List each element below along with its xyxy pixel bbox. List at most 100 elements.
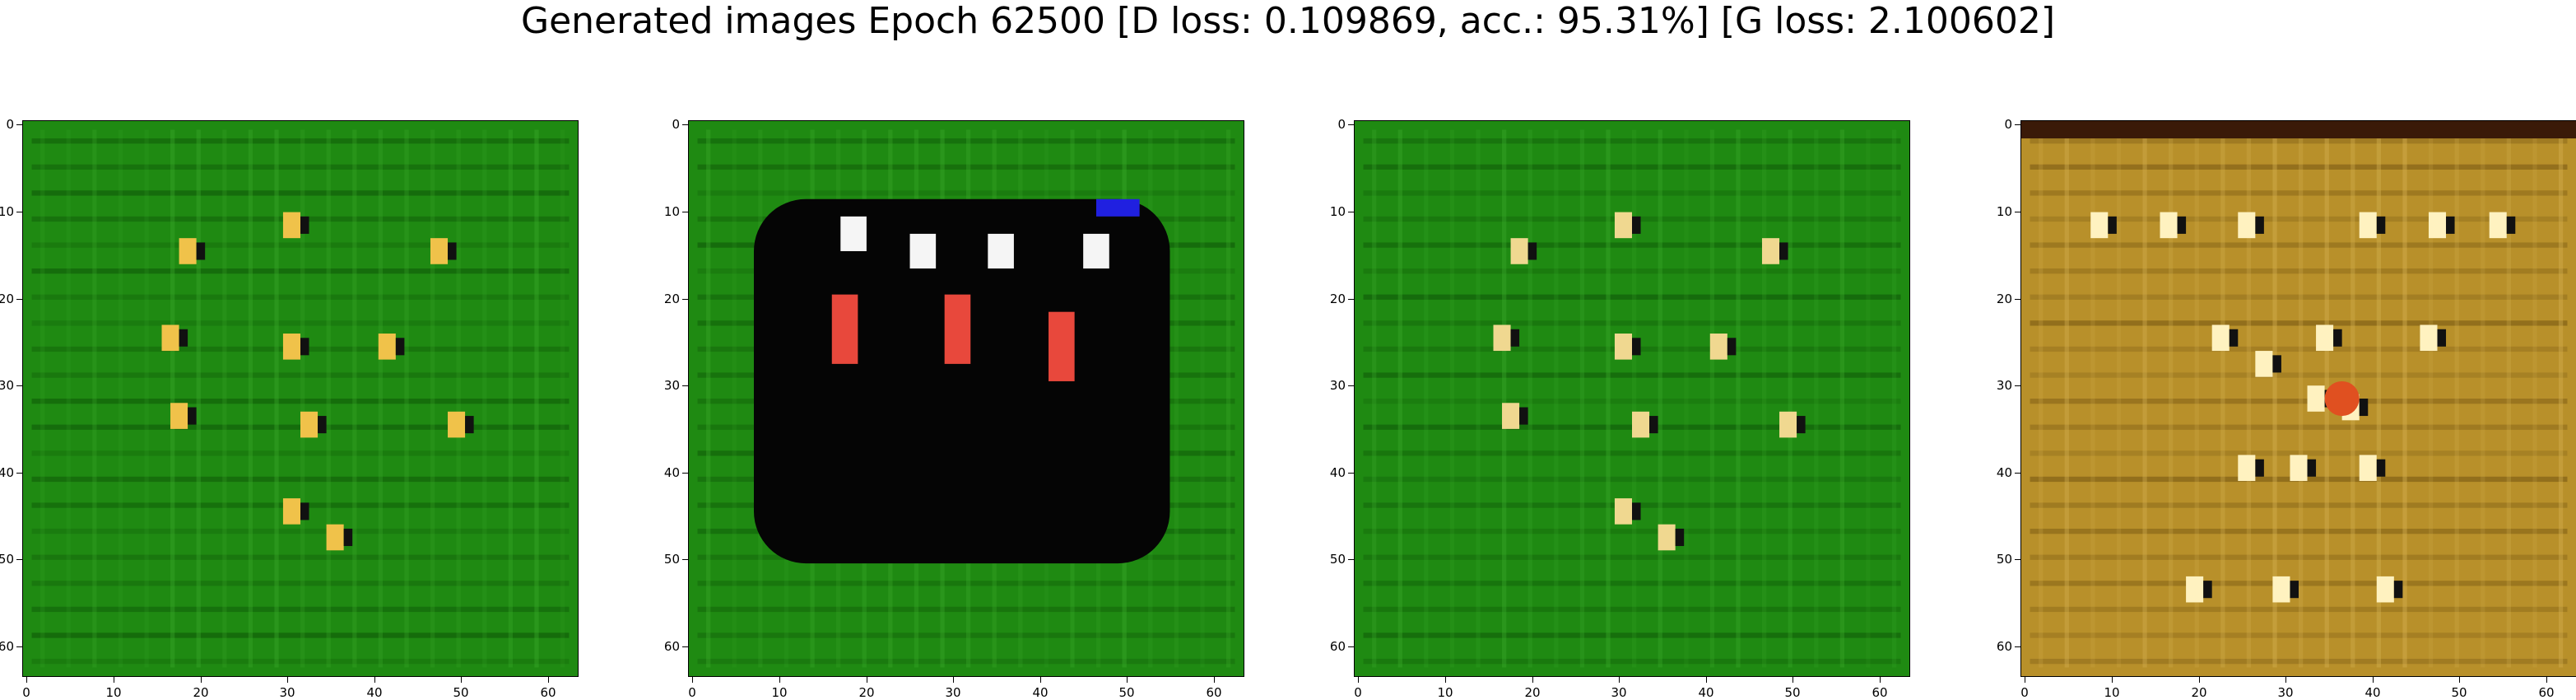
y-tick-label: 40 — [0, 465, 14, 480]
x-tick-label: 60 — [1206, 685, 1222, 700]
x-tick-label: 10 — [2104, 685, 2120, 700]
x-tick — [2546, 677, 2547, 683]
x-tick — [374, 677, 375, 683]
x-tick — [692, 677, 693, 683]
x-tick — [953, 677, 954, 683]
x-tick — [1880, 677, 1881, 683]
y-tick-label: 20 — [663, 292, 680, 306]
x-tick — [1358, 677, 1359, 683]
y-tick — [682, 473, 688, 474]
x-tick-label: 50 — [2451, 685, 2467, 700]
y-tick — [1348, 559, 1354, 560]
green-grid-sample-2 — [1355, 121, 1909, 676]
x-tick-label: 50 — [453, 685, 469, 700]
x-tick — [1214, 677, 1215, 683]
y-tick-label: 50 — [1329, 552, 1346, 567]
x-tick-label: 20 — [1524, 685, 1541, 700]
y-tick — [1348, 646, 1354, 647]
y-tick-label: 0 — [1337, 117, 1346, 132]
y-tick-label: 10 — [1996, 204, 2012, 219]
y-tick — [1348, 473, 1354, 474]
y-tick — [16, 124, 22, 125]
x-tick — [26, 677, 27, 683]
y-tick-label: 20 — [1329, 292, 1346, 306]
y-tick-label: 0 — [6, 117, 14, 132]
x-tick-label: 10 — [771, 685, 788, 700]
x-tick — [201, 677, 202, 683]
x-tick-label: 50 — [1118, 685, 1135, 700]
x-tick — [2112, 677, 2113, 683]
golden-frame-sample — [2021, 121, 2576, 676]
y-tick — [682, 559, 688, 560]
y-tick-label: 60 — [1329, 639, 1346, 654]
y-tick — [1348, 299, 1354, 300]
image-panel-1 — [22, 120, 579, 677]
x-tick-label: 50 — [1784, 685, 1801, 700]
y-tick-label: 60 — [1996, 639, 2012, 654]
x-tick-label: 30 — [2277, 685, 2294, 700]
y-tick-label: 50 — [663, 552, 680, 567]
x-tick — [287, 677, 288, 683]
y-tick-label: 40 — [1329, 465, 1346, 480]
y-tick — [1348, 124, 1354, 125]
x-tick-label: 20 — [858, 685, 875, 700]
x-tick-label: 30 — [279, 685, 295, 700]
x-tick-label: 0 — [2020, 685, 2029, 700]
x-tick — [1532, 677, 1533, 683]
y-tick-label: 10 — [1329, 204, 1346, 219]
y-tick — [2015, 559, 2020, 560]
x-tick-label: 0 — [22, 685, 30, 700]
x-tick-label: 10 — [1437, 685, 1453, 700]
x-tick — [1040, 677, 1041, 683]
y-tick — [1348, 385, 1354, 386]
x-tick-label: 40 — [2364, 685, 2381, 700]
figure-title: Generated images Epoch 62500 [D loss: 0.… — [520, 0, 2056, 42]
y-tick-label: 60 — [663, 639, 680, 654]
y-tick — [16, 299, 22, 300]
x-tick-label: 60 — [2538, 685, 2555, 700]
x-tick — [1706, 677, 1707, 683]
y-tick-label: 20 — [0, 292, 14, 306]
x-tick-label: 60 — [1872, 685, 1888, 700]
y-tick-label: 60 — [0, 639, 14, 654]
black-blob-sample — [689, 121, 1244, 676]
x-tick-label: 20 — [193, 685, 209, 700]
x-tick — [461, 677, 462, 683]
y-tick — [682, 385, 688, 386]
x-tick-label: 60 — [540, 685, 556, 700]
x-tick-label: 30 — [1611, 685, 1627, 700]
x-tick — [2285, 677, 2286, 683]
image-panel-3 — [1354, 120, 1910, 677]
x-tick — [548, 677, 549, 683]
y-tick — [16, 559, 22, 560]
y-tick-label: 10 — [0, 204, 14, 219]
y-tick-label: 30 — [1329, 378, 1346, 393]
x-tick — [779, 677, 780, 683]
y-tick-label: 40 — [1996, 465, 2012, 480]
y-tick — [2015, 385, 2020, 386]
image-panel-2 — [688, 120, 1244, 677]
y-tick — [2015, 124, 2020, 125]
y-tick — [2015, 299, 2020, 300]
x-tick — [2199, 677, 2200, 683]
x-tick — [1619, 677, 1620, 683]
x-tick — [2373, 677, 2374, 683]
y-tick — [682, 124, 688, 125]
y-tick-label: 20 — [1996, 292, 2012, 306]
image-panel-4 — [2020, 120, 2576, 677]
y-tick-label: 0 — [2004, 117, 2012, 132]
x-tick-label: 0 — [688, 685, 696, 700]
y-tick-label: 10 — [663, 204, 680, 219]
y-tick-label: 30 — [1996, 378, 2012, 393]
x-tick — [1127, 677, 1128, 683]
y-tick — [682, 646, 688, 647]
x-tick-label: 0 — [1354, 685, 1362, 700]
green-grid-sample-1 — [23, 121, 578, 676]
y-tick-label: 30 — [663, 378, 680, 393]
x-tick-label: 10 — [105, 685, 122, 700]
y-tick — [2015, 473, 2020, 474]
y-tick-label: 30 — [0, 378, 14, 393]
x-tick — [1445, 677, 1446, 683]
y-tick — [682, 299, 688, 300]
x-tick-label: 40 — [1698, 685, 1714, 700]
